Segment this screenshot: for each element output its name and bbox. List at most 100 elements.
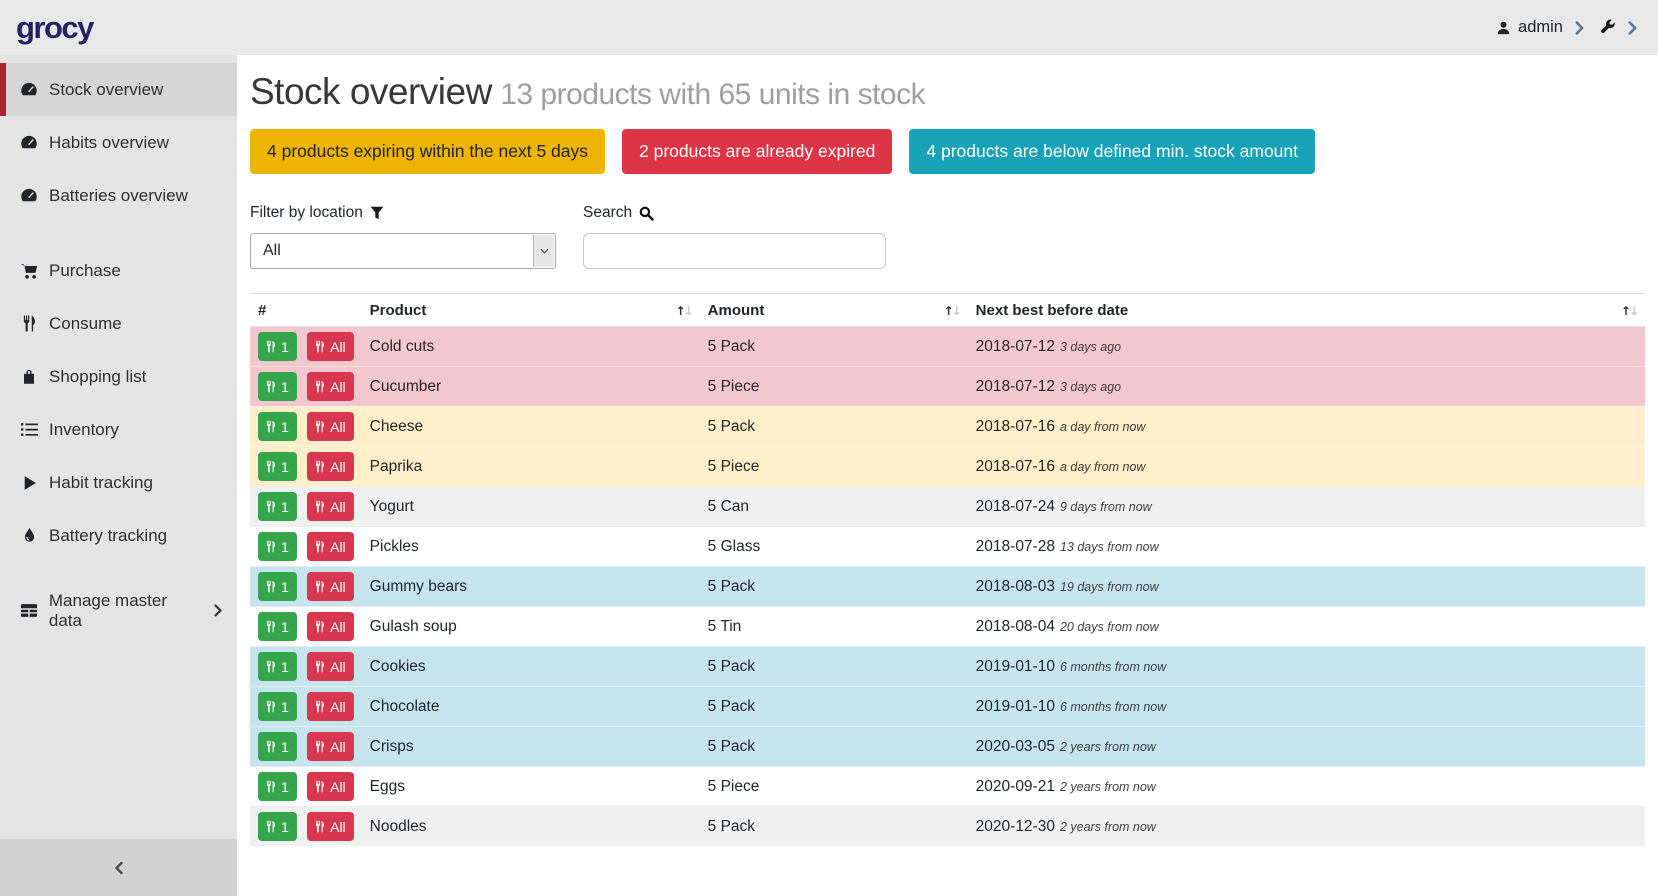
bbd-date: 2018-07-12 <box>975 377 1055 395</box>
column-header-best-before[interactable]: Next best before date ↑↓ <box>967 293 1645 327</box>
table-row: 1 All Paprika 5 Piece 2018-07-16 a day fr… <box>250 446 1645 487</box>
sidebar-collapse-button[interactable] <box>0 839 237 896</box>
amount-cell: 5 Glass <box>699 526 968 567</box>
chevron-down-icon <box>533 235 554 267</box>
consume-all-button[interactable]: All <box>307 732 354 761</box>
consume-all-button[interactable]: All <box>307 372 354 401</box>
sidebar-item-stock-overview[interactable]: Stock overview <box>0 63 237 116</box>
search-label: Search <box>583 204 886 222</box>
chevron-right-icon <box>214 604 223 617</box>
sidebar-item-habits-overview[interactable]: Habits overview <box>0 116 237 169</box>
amount-cell: 5 Pack <box>699 326 968 367</box>
bbd-ago: 3 days ago <box>1059 339 1122 354</box>
utensils-icon <box>315 580 325 593</box>
product-cell: Crisps <box>361 726 700 767</box>
sidebar-item-purchase[interactable]: Purchase <box>0 244 237 297</box>
consume-all-button[interactable]: All <box>307 532 354 561</box>
consume-all-button[interactable]: All <box>307 772 354 801</box>
consume-all-button[interactable]: All <box>307 652 354 681</box>
play-icon <box>19 475 39 491</box>
utensils-icon <box>266 660 276 673</box>
consume-one-label: 1 <box>281 338 289 355</box>
best-before-cell: 2018-07-28 13 days from now <box>967 526 1645 567</box>
consume-one-label: 1 <box>281 498 289 515</box>
sort-icon[interactable]: ↑↓ <box>675 303 694 318</box>
table-row: 1 All Gummy bears 5 Pack 2018-08-03 19 da… <box>250 566 1645 607</box>
app-logo[interactable]: grocy <box>16 9 94 45</box>
consume-one-button[interactable]: 1 <box>258 452 297 481</box>
user-menu[interactable]: admin <box>1496 18 1563 37</box>
bbd-date: 2018-07-28 <box>975 537 1055 555</box>
sidebar-item-shopping-list[interactable]: Shopping list <box>0 350 237 403</box>
sidebar-item-consume[interactable]: Consume <box>0 297 237 350</box>
consume-all-button[interactable]: All <box>307 612 354 641</box>
sidebar-item-manage-master-data[interactable]: Manage master data <box>0 584 237 637</box>
consume-all-button[interactable]: All <box>307 812 354 841</box>
consume-one-button[interactable]: 1 <box>258 652 297 681</box>
amount-cell: 5 Pack <box>699 566 968 607</box>
sort-icon[interactable]: ↑↓ <box>943 303 962 318</box>
page-title: Stock overview <box>250 71 492 112</box>
sidebar-item-battery-tracking[interactable]: Battery tracking <box>0 509 237 562</box>
sidebar-item-habit-tracking[interactable]: Habit tracking <box>0 456 237 509</box>
below-min-stock-button[interactable]: 4 products are below defined min. stock … <box>909 129 1315 174</box>
bbd-ago: 6 months from now <box>1059 699 1167 714</box>
consume-all-button[interactable]: All <box>307 692 354 721</box>
consume-all-label: All <box>330 618 346 635</box>
consume-one-button[interactable]: 1 <box>258 532 297 561</box>
sort-icon[interactable]: ↑↓ <box>1620 303 1639 318</box>
settings-wrench-icon[interactable] <box>1599 19 1616 36</box>
consume-one-button[interactable]: 1 <box>258 692 297 721</box>
consume-all-button[interactable]: All <box>307 572 354 601</box>
consume-one-button[interactable]: 1 <box>258 732 297 761</box>
best-before-cell: 2020-03-05 2 years from now <box>967 726 1645 767</box>
consume-all-button[interactable]: All <box>307 332 354 361</box>
best-before-cell: 2018-07-24 9 days from now <box>967 486 1645 527</box>
consume-one-button[interactable]: 1 <box>258 492 297 521</box>
utensils-icon <box>315 500 325 513</box>
consume-all-label: All <box>330 378 346 395</box>
location-filter-select[interactable]: All <box>250 233 556 269</box>
utensils-icon <box>315 420 325 433</box>
table-row: 1 All Eggs 5 Piece 2020-09-21 2 years fro… <box>250 766 1645 807</box>
bbd-ago: a day from now <box>1059 459 1146 474</box>
consume-one-button[interactable]: 1 <box>258 772 297 801</box>
sidebar-item-batteries-overview[interactable]: Batteries overview <box>0 169 237 222</box>
user-chevron-icon[interactable] <box>1575 20 1585 35</box>
consume-one-button[interactable]: 1 <box>258 332 297 361</box>
consume-all-button[interactable]: All <box>307 492 354 521</box>
location-filter-value: All <box>263 242 281 259</box>
settings-chevron-icon[interactable] <box>1628 20 1638 35</box>
product-cell: Gulash soup <box>361 606 700 647</box>
sidebar-item-inventory[interactable]: Inventory <box>0 403 237 456</box>
consume-one-button[interactable]: 1 <box>258 412 297 441</box>
consume-one-button[interactable]: 1 <box>258 812 297 841</box>
column-header-product[interactable]: Product ↑↓ <box>361 293 700 327</box>
consume-one-button[interactable]: 1 <box>258 612 297 641</box>
best-before-cell: 2018-07-16 a day from now <box>967 406 1645 447</box>
consume-one-button[interactable]: 1 <box>258 572 297 601</box>
cart-icon <box>19 263 39 279</box>
consume-one-label: 1 <box>281 818 289 835</box>
search-input[interactable] <box>583 233 886 269</box>
bbd-ago: 13 days from now <box>1059 539 1159 554</box>
consume-all-button[interactable]: All <box>307 452 354 481</box>
expiring-products-button[interactable]: 4 products expiring within the next 5 da… <box>250 129 606 174</box>
bbd-date: 2018-07-16 <box>975 457 1055 475</box>
gauge-icon <box>19 82 39 97</box>
bbd-ago: 2 years from now <box>1059 819 1156 834</box>
consume-all-button[interactable]: All <box>307 412 354 441</box>
consume-one-button[interactable]: 1 <box>258 372 297 401</box>
amount-cell: 5 Piece <box>699 446 968 487</box>
consume-all-label: All <box>330 338 346 355</box>
sidebar-item-label: Consume <box>49 313 122 333</box>
column-header-amount[interactable]: Amount ↑↓ <box>699 293 968 327</box>
expired-products-button[interactable]: 2 products are already expired <box>622 129 893 174</box>
table-row: 1 All Cheese 5 Pack 2018-07-16 a day from… <box>250 406 1645 447</box>
amount-cell: 5 Pack <box>699 726 968 767</box>
bbd-date: 2020-09-21 <box>975 777 1055 795</box>
sidebar-item-label: Batteries overview <box>49 185 188 205</box>
sidebar-item-label: Manage master data <box>48 590 168 630</box>
shopping-bag-icon <box>19 368 39 385</box>
sidebar-item-label: Habits overview <box>49 132 169 152</box>
